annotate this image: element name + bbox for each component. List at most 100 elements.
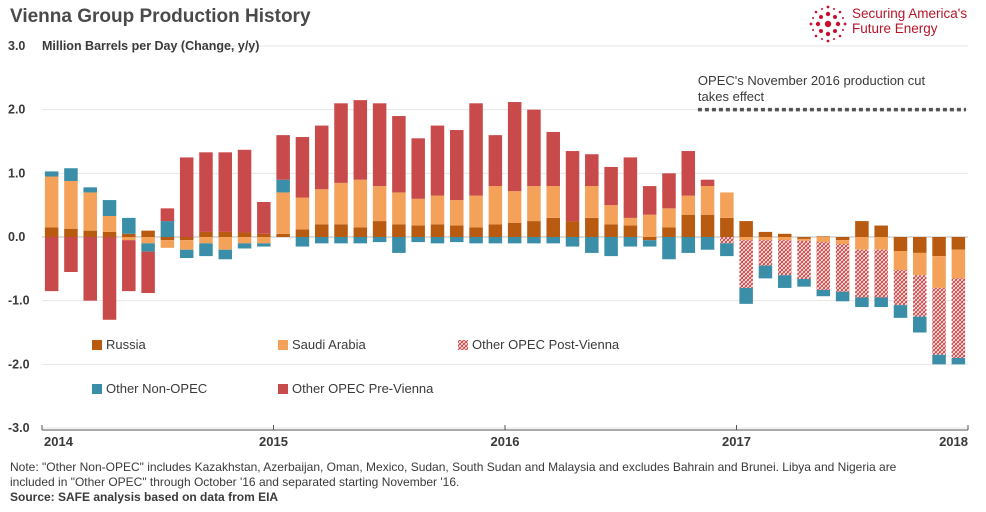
y-tick-label: 3.0 bbox=[8, 39, 25, 53]
bar-segment bbox=[642, 240, 657, 247]
x-tick-label: 2017 bbox=[722, 434, 751, 449]
bar-segment bbox=[874, 297, 888, 308]
bar-segment bbox=[739, 221, 753, 237]
bar-segment bbox=[64, 168, 78, 181]
bar-segment bbox=[334, 237, 348, 244]
bar-segment bbox=[951, 249, 966, 279]
bar-segment bbox=[739, 287, 753, 304]
bar-segment bbox=[64, 237, 78, 273]
y-axis-label: Million Barrels per Day (Change, y/y) bbox=[42, 39, 259, 53]
bar-segment bbox=[199, 237, 213, 244]
bar-segment bbox=[546, 237, 560, 244]
bar-segment bbox=[913, 275, 927, 317]
bar-segment bbox=[160, 208, 175, 222]
bar-segment bbox=[44, 227, 59, 237]
bar-segment bbox=[469, 227, 483, 237]
bar-segment bbox=[585, 237, 599, 253]
bar-segment bbox=[913, 237, 927, 253]
bar-segment bbox=[681, 214, 696, 237]
bar-segment bbox=[488, 237, 503, 244]
bar-segment bbox=[295, 229, 310, 237]
bar-segment bbox=[835, 237, 850, 241]
bar-segment bbox=[102, 231, 117, 237]
bar-segment bbox=[488, 135, 503, 187]
bar-segment bbox=[314, 237, 329, 244]
bar-segment bbox=[623, 237, 638, 247]
bar-segment bbox=[392, 116, 406, 193]
bar-segment bbox=[179, 237, 194, 241]
annotation-text: OPEC's November 2016 production cut bbox=[698, 73, 926, 88]
bar-segment bbox=[932, 237, 946, 257]
bar-segment bbox=[469, 237, 483, 244]
bar-segment bbox=[257, 201, 271, 234]
bar-segment bbox=[64, 228, 78, 237]
bar-segment bbox=[411, 138, 425, 199]
bar-segment bbox=[83, 187, 97, 193]
bar-segment bbox=[392, 192, 406, 225]
bar-segment bbox=[874, 237, 888, 250]
bar-segment bbox=[141, 251, 155, 294]
bar-segment bbox=[893, 237, 908, 252]
bar-segment bbox=[257, 243, 271, 247]
bar-segment bbox=[816, 242, 831, 290]
bar-segment bbox=[507, 222, 522, 237]
bar-segment bbox=[237, 149, 252, 233]
bar-segment bbox=[450, 130, 464, 201]
bar-segment bbox=[430, 237, 445, 244]
legend-label: Other Non-OPEC bbox=[106, 381, 207, 396]
bar-segment bbox=[527, 109, 541, 187]
bar-segment bbox=[218, 237, 233, 250]
bar-segment bbox=[353, 227, 368, 237]
bar-segment bbox=[430, 195, 445, 225]
bar-segment bbox=[83, 230, 97, 237]
bar-segment bbox=[623, 217, 638, 226]
bar-segment bbox=[237, 243, 252, 249]
bar-segment bbox=[585, 186, 599, 218]
bar-segment bbox=[604, 166, 618, 206]
bar-segment bbox=[720, 237, 734, 244]
bar-segment bbox=[450, 237, 464, 243]
bar-segment bbox=[662, 227, 676, 237]
bar-segment bbox=[295, 197, 310, 230]
bar-segment bbox=[122, 240, 136, 292]
bar-segment bbox=[334, 182, 348, 225]
legend-label: Other OPEC Post-Vienna bbox=[472, 337, 620, 352]
x-tick-label: 2014 bbox=[44, 434, 74, 449]
bar-segment bbox=[874, 249, 888, 298]
bar-segment bbox=[295, 137, 310, 198]
legend-label: Saudi Arabia bbox=[292, 337, 366, 352]
y-tick-label: 0.0 bbox=[8, 230, 25, 244]
bar-segment bbox=[199, 243, 213, 257]
chart-notes: Note: "Other Non-OPEC" includes Kazakhst… bbox=[10, 460, 980, 505]
bar-segment bbox=[932, 354, 946, 365]
bar-segment bbox=[893, 251, 908, 271]
bar-segment bbox=[700, 237, 715, 250]
bar-segment bbox=[739, 237, 753, 241]
note-line-1: Note: "Other Non-OPEC" includes Kazakhst… bbox=[10, 460, 897, 474]
bar-segment bbox=[372, 221, 387, 237]
bar-segment bbox=[392, 237, 406, 253]
bar-segment bbox=[527, 237, 541, 244]
bar-segment bbox=[700, 179, 715, 187]
bar-segment bbox=[122, 237, 136, 241]
bar-segment bbox=[932, 287, 946, 355]
legend-swatch bbox=[92, 384, 102, 394]
safe-logo: Securing America's Future Energy bbox=[808, 4, 978, 44]
bar-segment bbox=[276, 135, 290, 180]
bar-segment bbox=[777, 240, 792, 276]
bar-segment bbox=[893, 270, 908, 306]
bar-segment bbox=[44, 176, 59, 228]
bar-segment bbox=[585, 154, 599, 187]
bar-segment bbox=[777, 233, 792, 237]
bar-segment bbox=[681, 151, 696, 196]
bar-segment bbox=[893, 305, 908, 318]
chart-area: 3.0 2.0 1.0 0.0 -1.0 -2.0 -3.0 Million Barrels … bbox=[8, 39, 969, 449]
legend-label: Other OPEC Pre-Vienna bbox=[292, 381, 434, 396]
x-tick-label: 2016 bbox=[491, 434, 520, 449]
legend-swatch bbox=[458, 340, 468, 350]
bar-segment bbox=[450, 200, 464, 226]
bar-segment bbox=[372, 237, 387, 243]
bar-segment bbox=[450, 225, 464, 237]
bar-segment bbox=[353, 237, 368, 244]
bar-segment bbox=[565, 237, 580, 247]
